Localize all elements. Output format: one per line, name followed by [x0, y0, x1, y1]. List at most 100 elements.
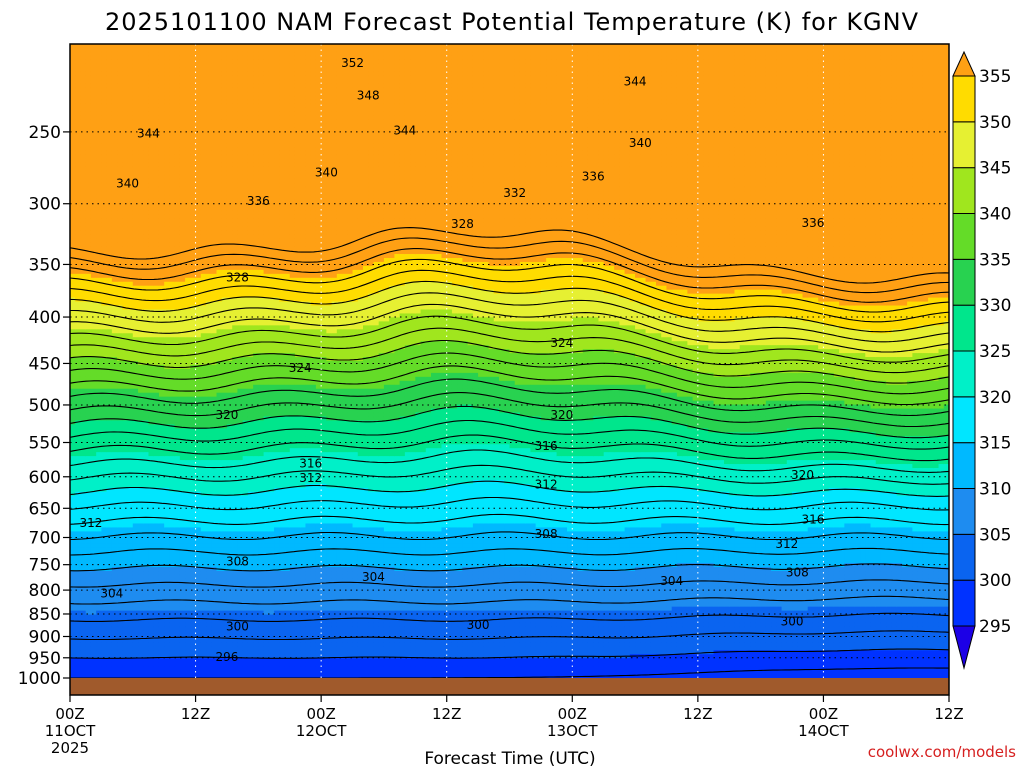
colorbar-segment	[952, 488, 976, 535]
contour-label: 308	[535, 527, 558, 541]
y-tick-label: 300	[29, 195, 61, 215]
y-tick-label: 250	[29, 123, 61, 143]
contour-312	[70, 547, 949, 556]
contour-354	[70, 258, 949, 313]
contour-304	[70, 612, 949, 622]
colorbar-segment	[952, 75, 976, 123]
contour-label: 316	[535, 439, 558, 453]
contour-label: 304	[100, 587, 123, 601]
colorbar-segment	[952, 442, 976, 489]
contour-label: 300	[467, 618, 490, 632]
colorbar-label: 330	[979, 296, 1011, 316]
contour-label: 300	[226, 620, 249, 634]
x-tick-label: 12OCT	[296, 722, 347, 740]
colorbar-label: 305	[979, 525, 1011, 545]
colorbar-label: 335	[979, 250, 1011, 270]
contour-label: 344	[393, 123, 416, 137]
contour-350	[70, 280, 949, 333]
contour-322	[70, 464, 949, 485]
contour-324	[70, 449, 949, 473]
contour-308	[70, 579, 949, 588]
y-tick-label: 350	[29, 255, 61, 275]
y-axis-ticks: 2503003504004505005506006507007508008509…	[18, 123, 70, 689]
colorbar-segment	[952, 533, 976, 581]
contour-338	[70, 352, 949, 395]
contour-label: 312	[299, 471, 322, 485]
colorbar-label: 345	[979, 159, 1011, 179]
colorbar-segment	[952, 579, 976, 627]
y-tick-label: 500	[29, 396, 61, 416]
contour-label: 344	[624, 75, 647, 89]
contour-label: 344	[137, 126, 160, 140]
contour-328	[70, 419, 949, 450]
colorbar-segment	[952, 396, 976, 444]
contour-label: 316	[802, 513, 825, 527]
contour-356	[70, 248, 949, 303]
contour-label: 312	[535, 478, 558, 492]
contour-326	[70, 434, 949, 462]
contour-label: 320	[791, 468, 814, 482]
contour-310	[70, 563, 949, 572]
contour-label: 320	[550, 408, 573, 422]
contour-label: 304	[362, 570, 385, 584]
colorbar-segment	[952, 121, 976, 169]
x-tick-label: 12Z	[683, 705, 712, 723]
contour-label: 316	[299, 456, 322, 470]
colorbar-label: 295	[979, 617, 1011, 637]
contour-342	[70, 327, 949, 374]
contour-298	[70, 667, 949, 678]
contour-346	[70, 303, 949, 353]
colorbar-label: 300	[979, 571, 1011, 591]
contour-label: 332	[503, 186, 526, 200]
x-axis-label: Forecast Time (UTC)	[424, 749, 595, 768]
y-tick-label: 400	[29, 308, 61, 328]
x-tick-label: 2025	[51, 739, 89, 757]
colorbar: 295 300 305 310 315 320 325 330 335 340 345 350 355	[952, 50, 1011, 670]
contour-306	[70, 595, 949, 605]
colorbar-top-arrow	[952, 50, 976, 77]
y-tick-label: 750	[29, 556, 61, 576]
contour-labels: 352 348 344 344 344 340 340 340 336 336 336 332 328 3…	[79, 56, 824, 664]
contour-label: 340	[315, 165, 338, 179]
theta-contour-lines	[70, 227, 949, 678]
contour-332	[70, 392, 949, 428]
colorbar-segment	[952, 258, 976, 306]
contour-348	[70, 292, 949, 343]
contour-label: 324	[550, 336, 573, 350]
y-tick-label: 950	[29, 649, 61, 669]
x-tick-label: 12Z	[934, 705, 963, 723]
contour-label: 308	[786, 565, 809, 579]
y-tick-label: 450	[29, 354, 61, 374]
contour-label: 308	[226, 555, 249, 569]
contour-316	[70, 513, 949, 526]
y-tick-label: 800	[29, 581, 61, 601]
x-tick-label: 00Z	[306, 705, 335, 723]
colorbar-label: 315	[979, 434, 1011, 454]
x-tick-label: 12Z	[181, 705, 210, 723]
colorbar-label: 350	[979, 113, 1011, 133]
colorbar-label: 310	[979, 480, 1011, 500]
contour-label: 300	[781, 614, 804, 628]
contour-label: 340	[116, 177, 139, 191]
contour-label: 336	[582, 170, 605, 184]
contour-label: 324	[289, 361, 312, 375]
plot-frame	[69, 43, 950, 696]
y-tick-label: 900	[29, 627, 61, 647]
grid-lines	[70, 44, 949, 678]
y-tick-label: 850	[29, 605, 61, 625]
contour-label: 328	[226, 271, 249, 285]
y-tick-label: 700	[29, 528, 61, 548]
credit-text: coolwx.com/models	[868, 743, 1016, 761]
x-tick-label: 00Z	[809, 705, 838, 723]
contour-300	[70, 648, 949, 659]
contour-label: 340	[629, 136, 652, 150]
y-tick-label: 600	[29, 468, 61, 488]
contour-label: 348	[357, 89, 380, 103]
contour-320	[70, 480, 949, 497]
x-tick-label: 14OCT	[798, 722, 849, 740]
colorbar-label: 340	[979, 205, 1011, 225]
colorbar-bottom-arrow	[952, 625, 976, 670]
x-tick-label: 12Z	[432, 705, 461, 723]
